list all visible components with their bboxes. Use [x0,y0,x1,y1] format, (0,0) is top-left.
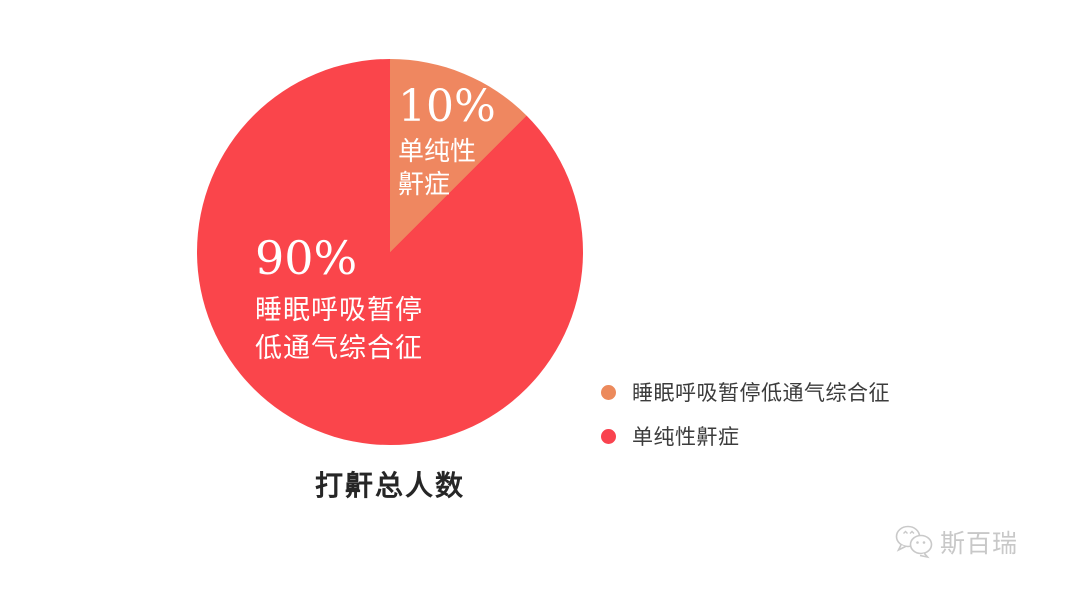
legend-item-apnea: 睡眠呼吸暂停低通气综合征 [601,380,890,405]
slice-label-line: 鼾症 [398,169,451,200]
slice-pct-apnea: 90% [255,231,358,285]
legend: 睡眠呼吸暂停低通气综合征 单纯性鼾症 [601,380,890,468]
slice-label-line: 低通气综合征 [255,333,423,364]
slice-pct-simple-snoring: 10% [398,81,496,132]
legend-label: 单纯性鼾症 [632,426,740,449]
slice-label-apnea: 90% 睡眠呼吸暂停 低通气综合征 [255,235,423,368]
brand-name: 斯百瑞 [940,530,1019,558]
pie-chart: 10% 单纯性 鼾症 90% 睡眠呼吸暂停 低通气综合征 [197,59,583,445]
watermark: 斯百瑞 [894,524,1018,560]
slice-label-simple-snoring: 10% 单纯性 鼾症 [398,85,496,202]
legend-dot-red [601,428,616,444]
slice-label-line: 睡眠呼吸暂停 [255,295,423,325]
chart-title: 打鼾总人数 [314,470,465,501]
wechat-icon [895,525,933,559]
legend-dot-orange [601,384,616,400]
legend-item-simple-snoring: 单纯性鼾症 [601,424,890,449]
slice-label-line: 单纯性 [398,136,477,166]
legend-label: 睡眠呼吸暂停低通气综合征 [632,382,890,405]
